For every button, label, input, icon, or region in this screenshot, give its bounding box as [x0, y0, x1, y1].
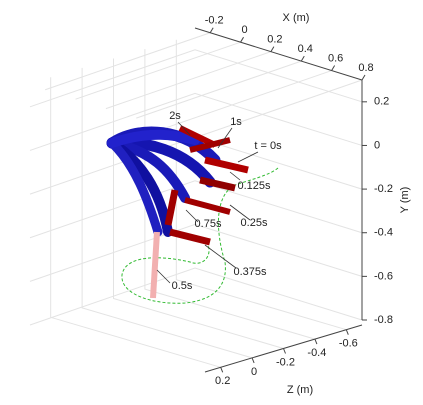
z-tick-label: -0.4 [307, 347, 326, 359]
grid-line [29, 267, 363, 326]
tick-mark [270, 46, 275, 52]
x-tick-label: 0.2 [267, 34, 282, 46]
grid-line [175, 39, 347, 331]
annotation: 0.25s [241, 217, 268, 229]
z-tick-label: -0.2 [276, 356, 295, 368]
annotation: 0.375s [233, 266, 267, 278]
tick-mark [220, 367, 224, 373]
x-tick-label: 0 [241, 24, 247, 36]
x-tick-label: 0.6 [328, 52, 343, 64]
annotation: t = 0s [254, 140, 282, 152]
tick-mark [361, 74, 366, 81]
y-tick-label: -0.8 [374, 314, 393, 326]
grid-line [29, 92, 363, 151]
annotations: 2s 1s t = 0s 0.125s 0.25s 0.75s 0.375s 0.5s [169, 110, 282, 292]
y-tick-label: 0 [374, 139, 380, 151]
tick-mark [251, 357, 255, 364]
tubes [106, 126, 221, 237]
annotation: 0.5s [172, 280, 193, 292]
tick-mark [345, 329, 349, 335]
grid-line [196, 79, 363, 138]
y-axis-label: Y (m) [399, 187, 411, 214]
grid-line [45, 32, 211, 91]
grid-line [50, 77, 221, 368]
grid-line [105, 51, 272, 110]
y-tick-label: -0.2 [374, 183, 393, 195]
grid-line [29, 49, 363, 108]
annotation: 2s [169, 110, 181, 122]
grid [29, 32, 363, 368]
tick-mark [300, 55, 305, 62]
x-tick-label: 0.8 [358, 62, 373, 74]
tick-mark [240, 36, 244, 43]
y-tick-label: 0.2 [374, 96, 389, 108]
z-tick-label: 0.2 [215, 375, 230, 387]
grid-line [81, 67, 253, 359]
y-tick-label: -0.6 [374, 270, 393, 282]
annotation: 1s [230, 116, 242, 128]
tick-mark [209, 27, 214, 33]
annotation: 0.75s [195, 218, 222, 230]
x-tick-label: -0.2 [205, 15, 224, 27]
x-tick-label: 0.4 [298, 43, 313, 55]
z-tick-label: 0 [251, 366, 257, 378]
y-tick-label: -0.4 [374, 227, 393, 239]
tick-mark [331, 65, 336, 71]
z-tick-label: -0.6 [339, 338, 358, 350]
tick-mark [314, 338, 318, 345]
x-axis-label: X (m) [283, 12, 310, 24]
grid-line [29, 180, 363, 239]
annotation: 0.125s [237, 180, 271, 192]
tick-mark [283, 348, 286, 354]
z-axis-label: Z (m) [287, 384, 313, 396]
grid-line [166, 70, 332, 129]
grid-line [29, 223, 363, 282]
grid-line [136, 60, 302, 119]
leaders [156, 121, 259, 284]
grid-line [75, 41, 241, 100]
